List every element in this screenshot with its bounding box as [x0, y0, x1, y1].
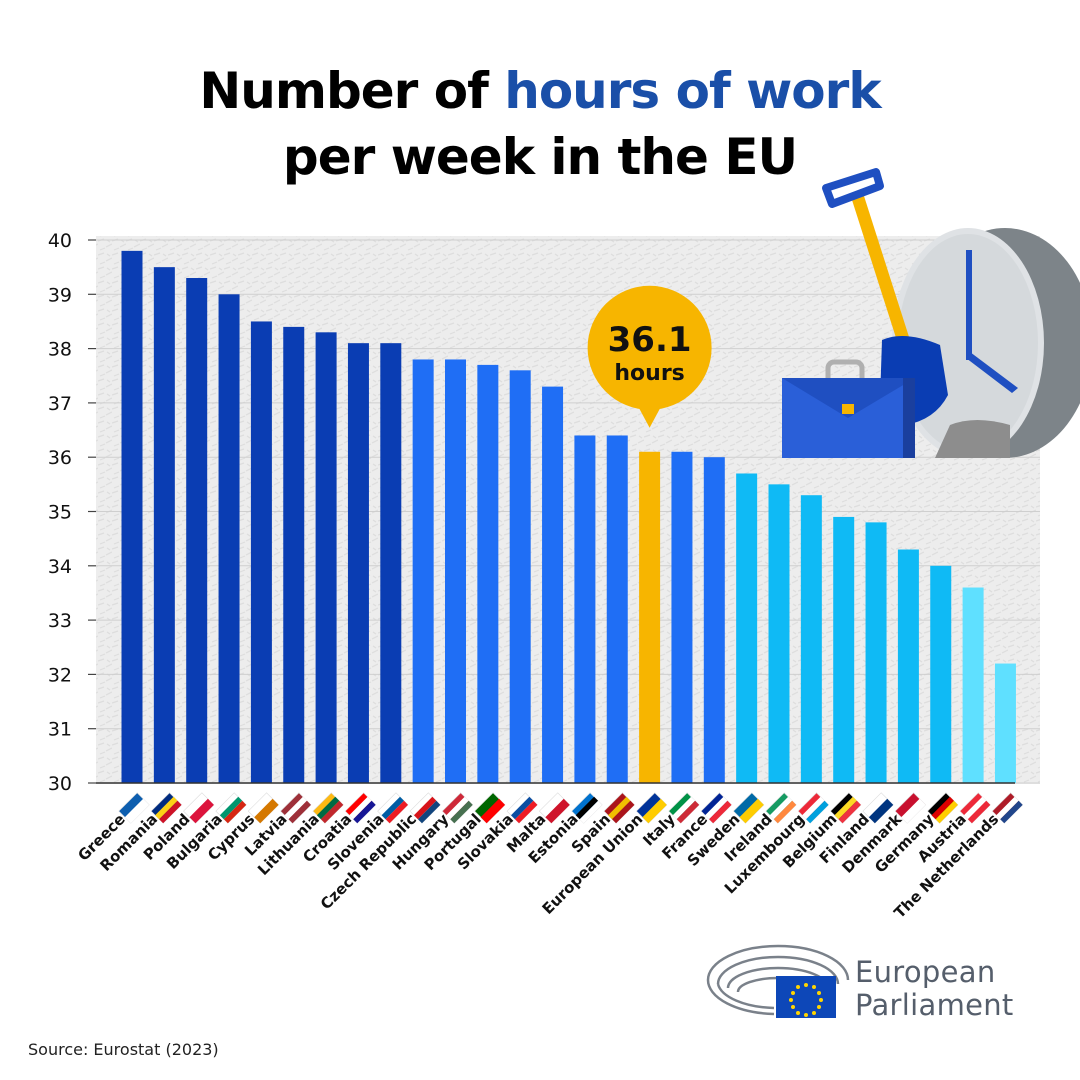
- flag-portugal-icon: [474, 792, 506, 824]
- x-axis-labels: GreeceRomaniaPolandBulgariaCyprusLatviaL…: [74, 809, 1002, 921]
- y-tick-label-33: 33: [48, 610, 72, 632]
- y-tick-label-31: 31: [48, 719, 72, 741]
- bar-cyprus: [250, 321, 272, 783]
- y-tick-label-32: 32: [48, 664, 72, 686]
- bar-austria: [962, 587, 984, 783]
- bar-greece: [121, 250, 143, 784]
- flag-austria-icon: [959, 792, 991, 824]
- flag-lithuania-icon: [312, 792, 344, 824]
- work-illustration: [782, 168, 1080, 458]
- y-tick-label-30: 30: [48, 773, 72, 795]
- bar-sweden: [736, 473, 758, 783]
- bar-finland: [865, 522, 887, 783]
- flag-hungary-icon: [441, 792, 474, 824]
- y-tick-label-39: 39: [48, 284, 72, 306]
- callout-pointer: [635, 401, 664, 428]
- flag-greece-icon: [118, 792, 150, 824]
- flag-denmark-icon: [894, 792, 927, 824]
- bar-latvia: [283, 326, 305, 783]
- y-tick-label-34: 34: [48, 556, 72, 578]
- bar-germany: [930, 565, 952, 783]
- flag-slovenia-icon: [377, 792, 409, 824]
- bar-belgium: [833, 516, 855, 783]
- callout-bubble: 36.1 hours: [587, 285, 712, 428]
- flag-finland-icon: [862, 792, 894, 824]
- callout-unit: hours: [614, 361, 684, 386]
- source-note: Source: Eurostat (2023): [28, 1040, 219, 1059]
- bar-denmark: [897, 549, 919, 783]
- title-line2: per week in the EU: [282, 128, 798, 186]
- title-highlight: hours of work: [504, 62, 881, 120]
- bar-ireland: [768, 484, 790, 783]
- bar-spain: [606, 435, 628, 783]
- bar-estonia: [574, 435, 596, 783]
- bar-portugal: [477, 364, 499, 783]
- bar-slovakia: [509, 370, 531, 783]
- flag-romania-icon: [150, 792, 182, 824]
- flag-belgium-icon: [830, 792, 862, 824]
- flag-sweden-icon: [733, 792, 765, 824]
- y-tick-label-38: 38: [48, 339, 72, 361]
- flag-latvia-icon: [280, 792, 312, 824]
- bar-bulgaria: [218, 294, 240, 783]
- y-tick-label-37: 37: [48, 393, 72, 415]
- country-flags: [118, 792, 1024, 824]
- flag-the-netherlands-icon: [991, 792, 1024, 824]
- bar-italy: [671, 451, 693, 783]
- flag-cyprus-icon: [247, 792, 280, 824]
- eu-flag-icon: [776, 976, 836, 1018]
- bar-lithuania: [315, 332, 337, 783]
- flag-czech-republic-icon: [409, 792, 441, 824]
- flag-luxembourg-icon: [797, 792, 829, 824]
- bar-czech-republic: [412, 359, 434, 783]
- flag-malta-icon: [538, 792, 571, 824]
- bar-romania: [153, 267, 175, 783]
- flag-bulgaria-icon: [215, 792, 247, 824]
- y-tick-label-35: 35: [48, 502, 72, 524]
- bar-hungary: [445, 359, 466, 783]
- flag-estonia-icon: [571, 792, 603, 824]
- bar-malta: [542, 386, 564, 783]
- y-tick-label-36: 36: [48, 447, 72, 469]
- title-part1: Number of: [199, 62, 505, 120]
- flag-italy-icon: [668, 792, 700, 824]
- briefcase-icon: [782, 359, 915, 458]
- flag-spain-icon: [603, 792, 635, 824]
- callout-circle: [587, 285, 712, 410]
- flag-germany-icon: [927, 792, 959, 824]
- y-axis-ticks: 30 31 32 33 34 35 36 37 38 39 40: [48, 230, 96, 795]
- european-parliament-logo: [706, 944, 850, 1018]
- bar-slovenia: [380, 343, 402, 783]
- bar-the-netherlands: [994, 663, 1016, 783]
- bars: [121, 250, 1016, 784]
- bar-poland: [186, 278, 208, 783]
- logo-line2: Parliament: [855, 988, 1014, 1022]
- bar-france: [703, 457, 725, 783]
- eu-stars: [789, 983, 823, 1017]
- flag-ireland-icon: [765, 792, 797, 824]
- flag-croatia-icon: [344, 792, 377, 824]
- logo-line1: European: [855, 955, 996, 989]
- y-tick-label-40: 40: [48, 230, 72, 252]
- flag-european-union-icon: [635, 792, 668, 824]
- flag-slovakia-icon: [506, 792, 538, 824]
- bar-luxembourg: [800, 495, 822, 783]
- bar-croatia: [347, 343, 369, 783]
- chart-title: Number of hours of work per week in the …: [0, 58, 1080, 190]
- flag-france-icon: [700, 792, 732, 824]
- flag-poland-icon: [183, 792, 215, 824]
- callout-value: 36.1: [608, 320, 692, 360]
- bar-european-union: [639, 451, 661, 783]
- logo-text: European Parliament: [855, 956, 1014, 1022]
